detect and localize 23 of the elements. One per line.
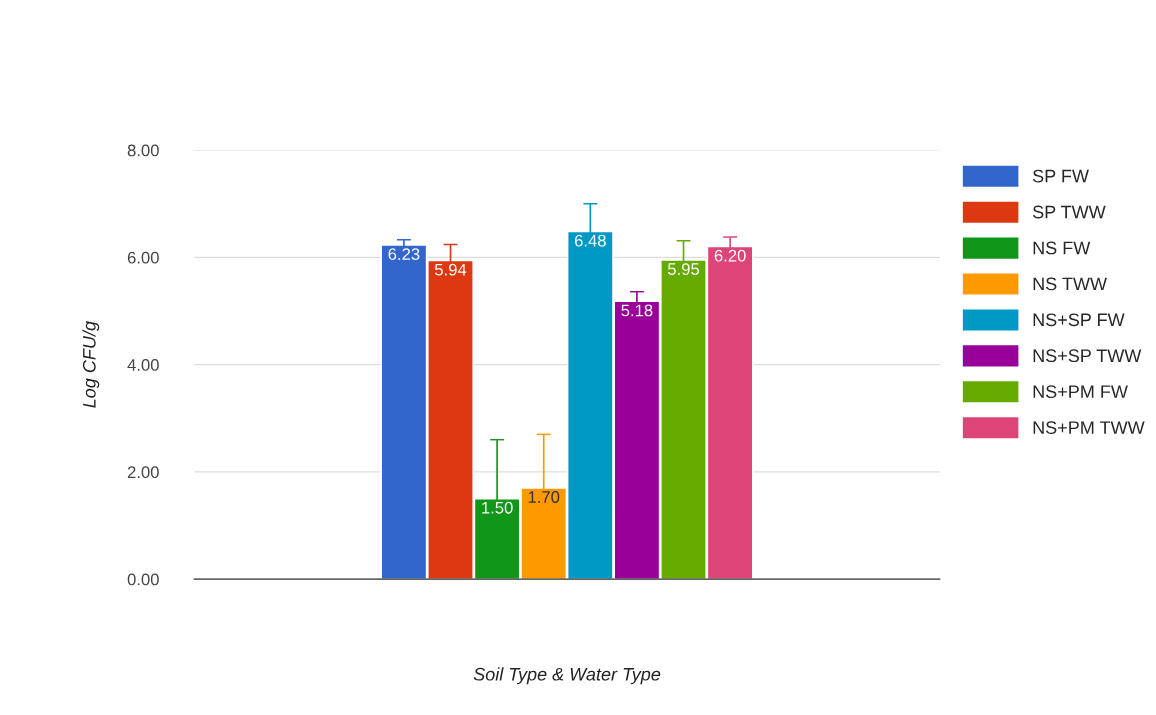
y-tick-label: 8.00: [127, 144, 159, 157]
legend-label: NS TWW: [1033, 277, 1107, 291]
y-tick-label: 0.00: [127, 573, 159, 586]
legend-label: SP FW: [1032, 169, 1089, 183]
legend-label: NS+PM TWW: [1033, 421, 1145, 434]
y-tick-label: 2.00: [127, 466, 159, 479]
data-label: 5.95: [667, 263, 700, 275]
x-axis-title: Soil Type & Water Type: [473, 667, 661, 685]
y-axis-title: Log CFU/g: [82, 321, 100, 408]
y-tick-label: 4.00: [127, 359, 159, 371]
data-label: 5.18: [621, 304, 653, 317]
data-label: 6.48: [574, 234, 606, 247]
data-label: 1.50: [482, 501, 513, 514]
data-label: 6.23: [388, 248, 420, 260]
legend-label: NS+SP FW: [1033, 313, 1125, 327]
legend-label: NS+PM FW: [1033, 385, 1128, 399]
data-label: 5.94: [434, 263, 467, 276]
data-label: 6.20: [714, 249, 746, 262]
data-label: 1.70: [528, 491, 560, 503]
legend-label: NS FW: [1033, 241, 1091, 255]
legend-label: SP TWW: [1032, 205, 1106, 219]
y-tick-label: 6.00: [127, 251, 159, 264]
legend-label: NS+SP TWW: [1033, 349, 1142, 363]
